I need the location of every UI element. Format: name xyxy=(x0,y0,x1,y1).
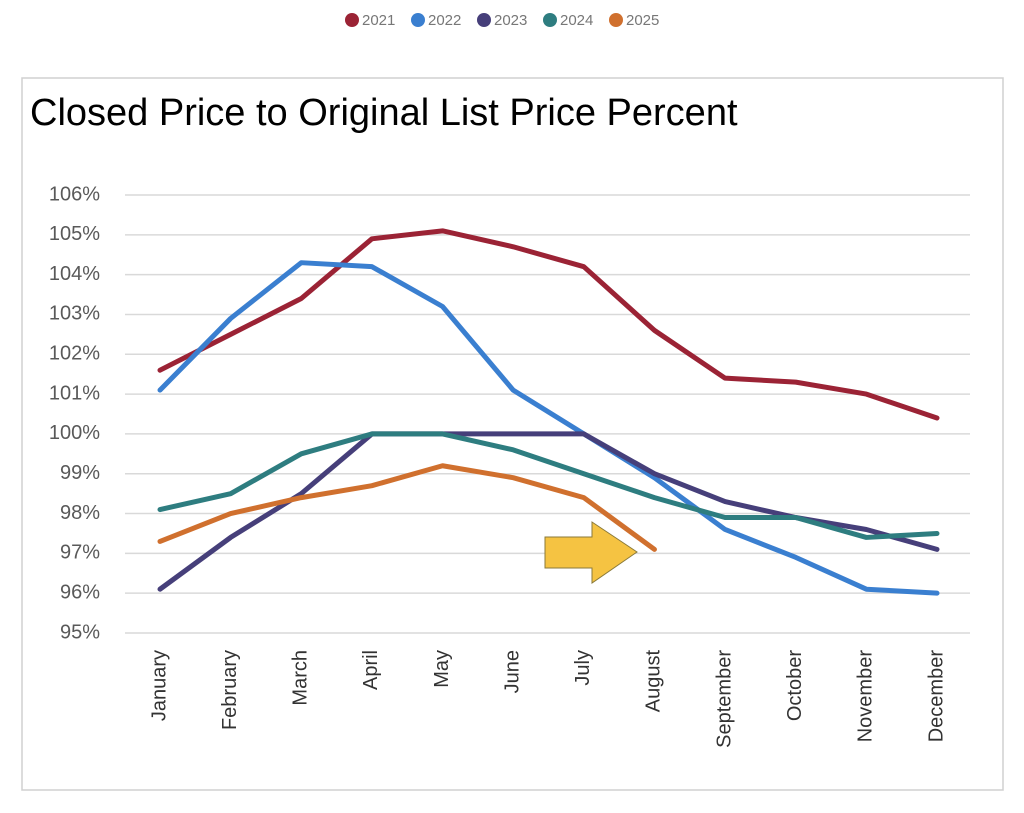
chart-title: Closed Price to Original List Price Perc… xyxy=(30,92,738,134)
y-tick-label: 96% xyxy=(60,581,100,603)
series-line xyxy=(157,431,940,540)
y-tick-label: 104% xyxy=(49,263,100,285)
lines xyxy=(157,228,940,596)
x-axis: January February March April May June July Augu… xyxy=(148,650,947,748)
legend-label: 2023 xyxy=(494,12,527,29)
x-tick-label: July xyxy=(572,650,594,686)
legend-swatch xyxy=(345,13,359,27)
arrow-annotation xyxy=(544,521,638,584)
x-tick-label: September xyxy=(713,650,735,748)
legend: 2021 2022 2023 2024 2025 xyxy=(345,12,659,29)
x-tick-label: March xyxy=(290,650,312,706)
legend-swatch xyxy=(609,13,623,27)
y-tick-label: 105% xyxy=(49,223,100,245)
x-tick-label: January xyxy=(148,650,170,721)
y-tick-label: 102% xyxy=(49,343,100,365)
series-line xyxy=(157,228,940,421)
x-tick-label: August xyxy=(643,650,665,713)
y-tick-label: 97% xyxy=(60,542,100,564)
x-tick-label: February xyxy=(219,650,241,730)
y-tick-label: 101% xyxy=(49,382,100,404)
x-tick-label: October xyxy=(784,650,806,721)
x-tick-label: May xyxy=(431,650,453,688)
y-tick-label: 99% xyxy=(60,462,100,484)
legend-label: 2021 xyxy=(362,12,395,29)
legend-swatch xyxy=(411,13,425,27)
legend-swatch xyxy=(543,13,557,27)
grid: 95% 96% 97% 98% 99% 100% 101% 102% 103% 104% 105% 1… xyxy=(49,183,970,643)
y-tick-label: 103% xyxy=(49,303,100,325)
y-tick-label: 95% xyxy=(60,621,100,643)
legend-swatch xyxy=(477,13,491,27)
series-line xyxy=(157,463,657,552)
x-tick-label: December xyxy=(925,650,947,743)
x-tick-label: November xyxy=(855,650,877,743)
x-tick-label: June xyxy=(501,650,523,693)
y-tick-label: 100% xyxy=(49,422,100,444)
series-line xyxy=(157,260,940,596)
legend-label: 2024 xyxy=(560,12,593,29)
y-tick-label: 98% xyxy=(60,502,100,524)
y-tick-label: 106% xyxy=(49,183,100,205)
legend-label: 2025 xyxy=(626,12,659,29)
x-tick-label: April xyxy=(360,650,382,690)
legend-label: 2022 xyxy=(428,12,461,29)
